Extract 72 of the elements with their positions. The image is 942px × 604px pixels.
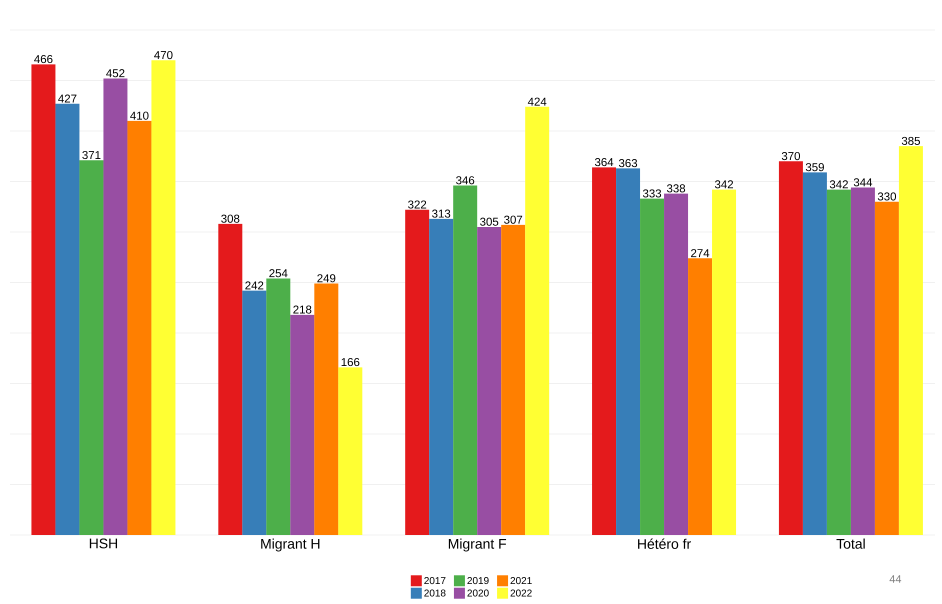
data-label: 410 (130, 112, 149, 120)
bar (898, 146, 923, 535)
data-label: 364 (594, 158, 614, 166)
legend-label: 2017 (424, 577, 446, 584)
data-label: 242 (245, 281, 264, 290)
legend-label: 2020 (467, 589, 489, 597)
data-label: 344 (854, 178, 872, 186)
data-label: 370 (782, 152, 800, 160)
data-label: 330 (878, 192, 896, 200)
bar (314, 284, 338, 535)
bar (802, 172, 827, 535)
bar (664, 194, 688, 535)
data-label: 424 (528, 98, 546, 106)
data-label: 338 (666, 184, 686, 192)
bar (242, 290, 266, 535)
bar (151, 60, 176, 535)
bar (874, 202, 899, 535)
data-label: 359 (806, 163, 824, 172)
data-label: 363 (618, 159, 638, 168)
data-label: 322 (408, 200, 426, 209)
data-label: 307 (504, 216, 522, 224)
bar (405, 210, 430, 535)
x-tick-label: Migrant F (448, 538, 506, 552)
bar (640, 198, 664, 535)
bar (778, 161, 803, 535)
data-label: 346 (456, 176, 474, 184)
data-label: 254 (269, 269, 288, 278)
bar (826, 190, 851, 535)
bar (616, 168, 640, 535)
data-label: 308 (221, 214, 240, 223)
bar (688, 258, 712, 535)
data-label: 452 (106, 69, 124, 78)
data-label: 385 (902, 136, 920, 145)
x-tick-label: HSH (90, 538, 118, 548)
bar (477, 226, 502, 535)
data-label: 274 (691, 249, 710, 258)
bar (218, 224, 242, 535)
data-label: 333 (642, 189, 662, 198)
bar (592, 167, 616, 535)
data-label: 249 (317, 274, 336, 282)
bar (501, 224, 526, 535)
data-label: 313 (432, 210, 450, 218)
bar (338, 367, 362, 535)
x-tick-label: Hétéro fr (638, 538, 691, 549)
bar (712, 190, 736, 535)
legend-label: 2021 (510, 577, 532, 584)
legend-label: 2019 (467, 577, 489, 584)
text: 44 (890, 575, 902, 583)
x-tick-label: Total (836, 538, 865, 549)
data-label: 342 (714, 180, 734, 188)
bar (103, 78, 128, 535)
data-label: 218 (293, 306, 312, 314)
data-label: 342 (830, 180, 848, 188)
data-label: 466 (34, 55, 52, 64)
bar (290, 314, 314, 535)
bar (266, 278, 290, 535)
data-label: 305 (480, 218, 498, 226)
bar (850, 188, 875, 535)
bar (127, 120, 152, 535)
bar (429, 218, 454, 535)
bar (453, 186, 478, 535)
data-label: 427 (58, 94, 76, 103)
x-tick-label: Migrant H (261, 538, 320, 552)
bar (525, 106, 550, 535)
bar (79, 160, 104, 535)
legend-label: 2022 (510, 589, 532, 597)
data-label: 470 (154, 50, 173, 60)
data-label: 371 (82, 150, 100, 160)
legend-label: 2018 (424, 589, 446, 597)
bar (31, 64, 56, 535)
data-label: 166 (342, 358, 360, 366)
bar (55, 104, 80, 535)
